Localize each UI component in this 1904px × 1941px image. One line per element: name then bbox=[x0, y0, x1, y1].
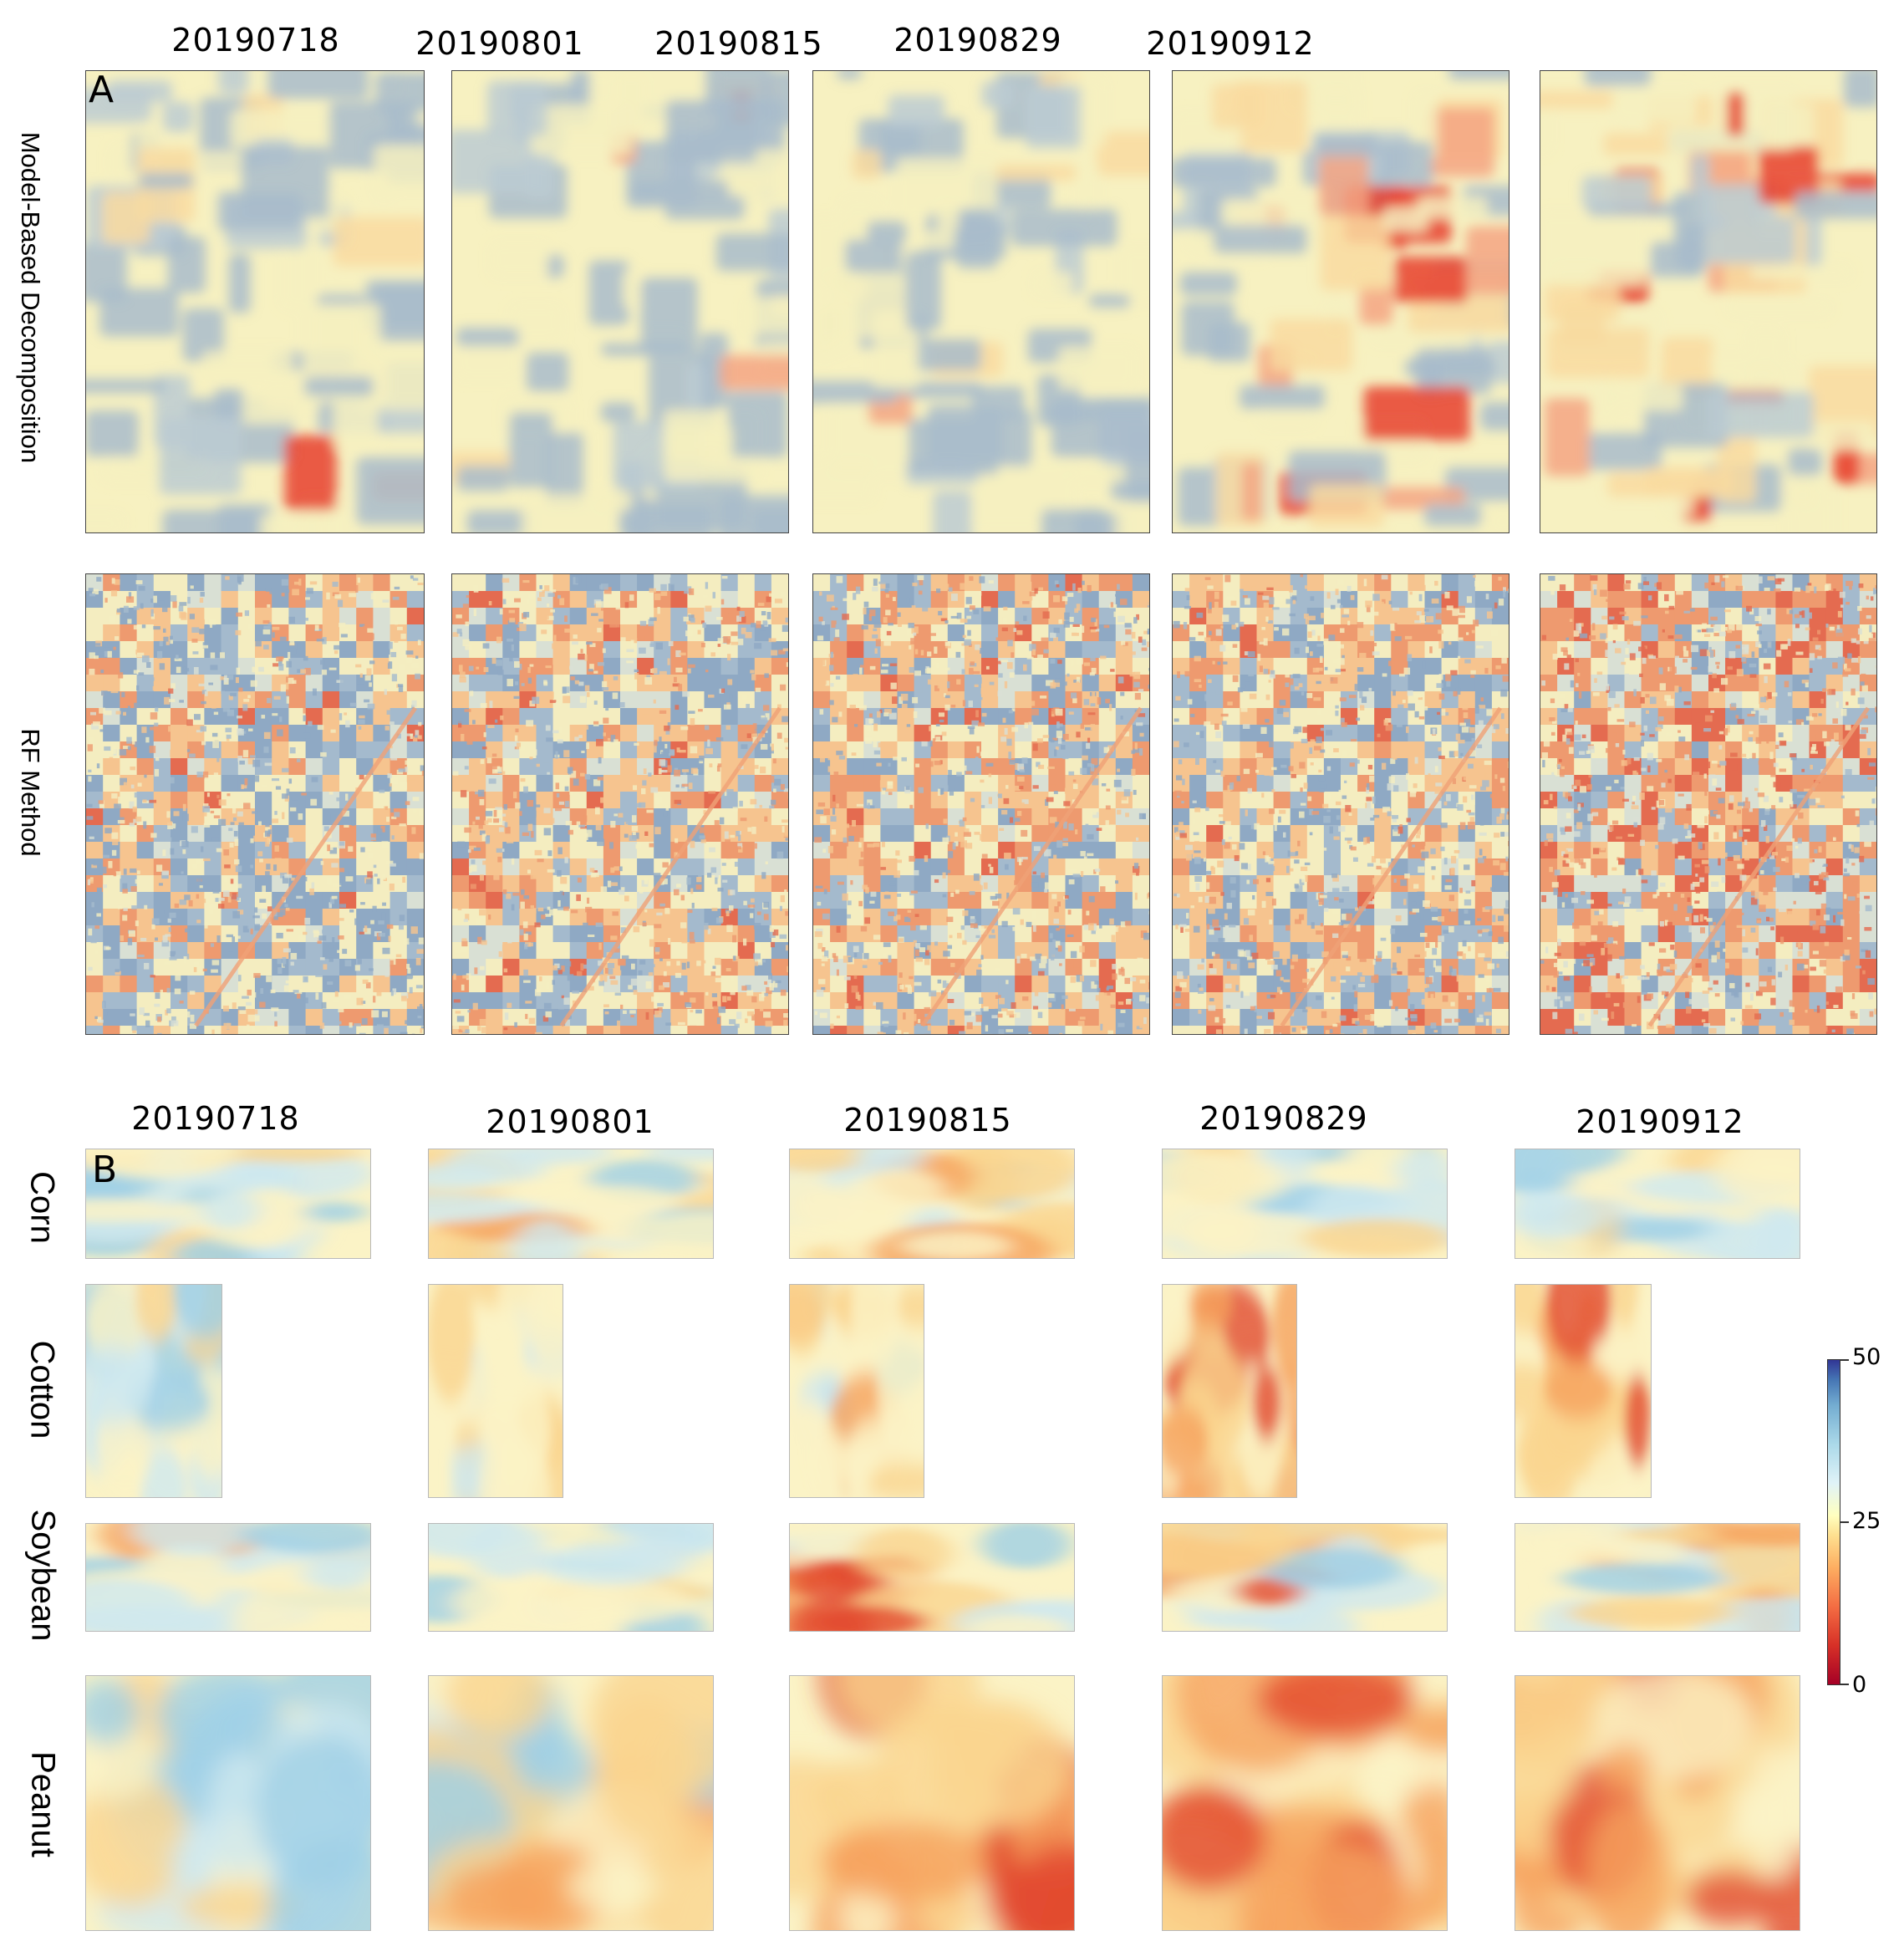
texture bbox=[1173, 574, 1509, 1034]
texture bbox=[1163, 1149, 1447, 1258]
field-cotton-20190912 bbox=[1515, 1284, 1652, 1498]
field-corn-20190718 bbox=[85, 1149, 371, 1259]
map-model-20190829 bbox=[1172, 70, 1509, 533]
field-peanut-20190718 bbox=[85, 1675, 371, 1931]
texture bbox=[1540, 574, 1876, 1034]
panel-a-date-1: 20190718 bbox=[171, 22, 340, 59]
texture bbox=[86, 1524, 370, 1631]
texture bbox=[86, 71, 424, 532]
panel-a-label: A bbox=[89, 69, 115, 111]
field-corn-20190801 bbox=[428, 1149, 714, 1259]
texture bbox=[429, 1676, 713, 1930]
texture bbox=[86, 1149, 370, 1258]
field-peanut-20190815 bbox=[789, 1675, 1075, 1931]
field-soybean-20190912 bbox=[1515, 1523, 1800, 1632]
texture bbox=[429, 1285, 563, 1497]
colorbar-label-0: 0 bbox=[1852, 1672, 1867, 1698]
panel-a-date-3: 20190815 bbox=[654, 25, 823, 62]
map-rf-20190912 bbox=[1540, 573, 1877, 1035]
field-corn-20190912 bbox=[1515, 1149, 1800, 1259]
colorbar-tick-bottom bbox=[1840, 1684, 1849, 1685]
crop-label-peanut: Peanut bbox=[24, 1751, 62, 1857]
texture bbox=[790, 1285, 924, 1497]
map-model-20190801 bbox=[451, 70, 789, 533]
panel-b-date-2: 20190801 bbox=[486, 1103, 654, 1140]
crop-label-soybean: Soybean bbox=[24, 1509, 62, 1642]
field-soybean-20190815 bbox=[789, 1523, 1075, 1632]
texture bbox=[1540, 71, 1876, 532]
texture bbox=[1163, 1676, 1447, 1930]
panel-b-date-4: 20190829 bbox=[1199, 1100, 1368, 1137]
map-model-20190718 bbox=[85, 70, 425, 533]
texture bbox=[1163, 1285, 1296, 1497]
panel-a-date-5: 20190912 bbox=[1146, 25, 1315, 62]
colorbar-tick-mid bbox=[1840, 1521, 1849, 1523]
colorbar-label-25: 25 bbox=[1852, 1508, 1881, 1534]
panel-b-date-1: 20190718 bbox=[131, 1100, 300, 1137]
texture bbox=[790, 1524, 1074, 1631]
texture bbox=[813, 71, 1149, 532]
panel-b-date-3: 20190815 bbox=[843, 1102, 1012, 1139]
texture bbox=[429, 1524, 713, 1631]
panel-a-date-2: 20190801 bbox=[415, 25, 584, 62]
texture bbox=[86, 1676, 370, 1930]
map-model-20190912 bbox=[1540, 70, 1877, 533]
field-peanut-20190801 bbox=[428, 1675, 714, 1931]
texture bbox=[1163, 1524, 1447, 1631]
colorbar-tick-top bbox=[1840, 1359, 1849, 1361]
field-cotton-20190801 bbox=[428, 1284, 563, 1498]
field-soybean-20190801 bbox=[428, 1523, 714, 1632]
panel-b-date-5: 20190912 bbox=[1576, 1103, 1744, 1140]
colorbar bbox=[1827, 1359, 1840, 1685]
map-rf-20190801 bbox=[451, 573, 789, 1035]
texture bbox=[429, 1149, 713, 1258]
texture bbox=[1515, 1676, 1800, 1930]
texture bbox=[452, 574, 788, 1034]
texture bbox=[790, 1149, 1074, 1258]
panel-a-date-4: 20190829 bbox=[893, 22, 1062, 59]
map-rf-20190718 bbox=[85, 573, 425, 1035]
texture bbox=[1515, 1285, 1651, 1497]
field-cotton-20190829 bbox=[1162, 1284, 1297, 1498]
map-rf-20190829 bbox=[1172, 573, 1509, 1035]
field-corn-20190815 bbox=[789, 1149, 1075, 1259]
row-label-model-based-decomposition: Model-Based Decomposition bbox=[16, 131, 45, 464]
crop-label-cotton: Cotton bbox=[23, 1340, 61, 1439]
texture bbox=[1515, 1524, 1800, 1631]
crop-label-corn: Corn bbox=[23, 1171, 61, 1244]
field-soybean-20190829 bbox=[1162, 1523, 1448, 1632]
panel-b-label: B bbox=[92, 1149, 118, 1191]
texture bbox=[1515, 1149, 1800, 1258]
texture bbox=[86, 574, 424, 1034]
colorbar-label-50: 50 bbox=[1852, 1344, 1881, 1370]
map-rf-20190815 bbox=[812, 573, 1150, 1035]
field-peanut-20190829 bbox=[1162, 1675, 1448, 1931]
row-label-rf-method: RF Method bbox=[16, 728, 45, 857]
field-corn-20190829 bbox=[1162, 1149, 1448, 1259]
field-soybean-20190718 bbox=[85, 1523, 371, 1632]
texture bbox=[813, 574, 1149, 1034]
field-peanut-20190912 bbox=[1515, 1675, 1800, 1931]
map-model-20190815 bbox=[812, 70, 1150, 533]
texture bbox=[452, 71, 788, 532]
texture bbox=[790, 1676, 1074, 1930]
texture bbox=[1173, 71, 1509, 532]
field-cotton-20190718 bbox=[85, 1284, 222, 1498]
texture bbox=[86, 1285, 221, 1497]
field-cotton-20190815 bbox=[789, 1284, 924, 1498]
